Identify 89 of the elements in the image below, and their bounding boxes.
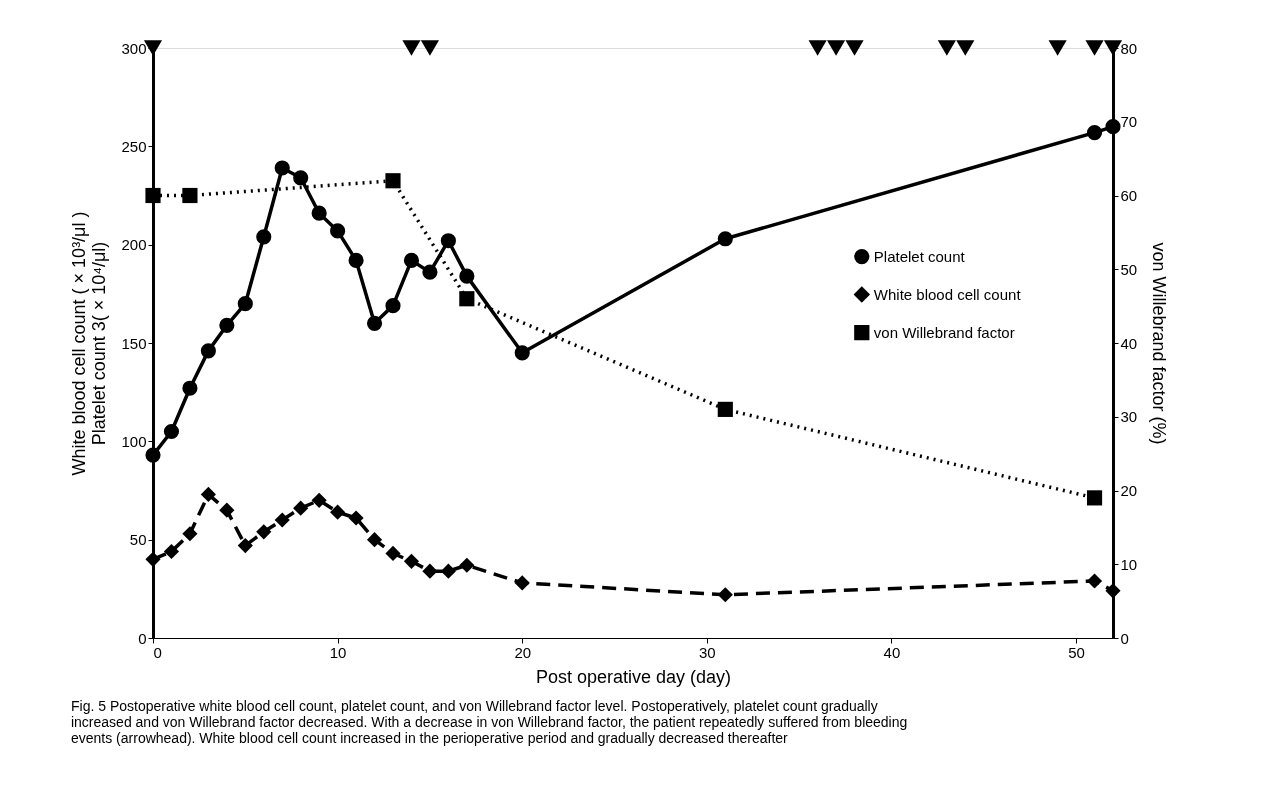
- point: [145, 551, 161, 567]
- y2-tick-label: 30: [1120, 408, 1138, 426]
- point: [200, 486, 216, 503]
- point: [163, 543, 180, 560]
- point: [237, 537, 253, 554]
- point: [311, 205, 327, 221]
- point: [420, 40, 440, 56]
- point: [348, 510, 364, 526]
- x-tick-label: 50: [1068, 643, 1085, 661]
- point: [422, 563, 438, 579]
- y2-tick-label: 80: [1120, 39, 1138, 57]
- point: [1048, 40, 1067, 56]
- point: [937, 40, 956, 56]
- point: [403, 252, 420, 268]
- y-tick-label: 300: [121, 39, 147, 57]
- point: [385, 173, 401, 189]
- point: [956, 40, 975, 56]
- point: [717, 231, 733, 247]
- point: [1105, 119, 1121, 135]
- y2-tick-label: 0: [1120, 629, 1129, 647]
- point: [145, 447, 161, 463]
- point: [826, 40, 846, 56]
- x-axis-title: Post operative day (day): [535, 666, 732, 687]
- point: [256, 524, 272, 540]
- point: [348, 252, 364, 268]
- y-tick-label: 250: [121, 137, 147, 155]
- x-tick-label: 30: [699, 643, 716, 661]
- y-tick-label: 50: [129, 531, 147, 549]
- y-tick-label: 100: [121, 432, 147, 450]
- y2-tick-label: 70: [1120, 113, 1138, 131]
- point: [311, 492, 327, 508]
- point: [256, 229, 272, 245]
- y2-tick-label: 60: [1120, 187, 1138, 204]
- x-tick-label: 20: [514, 643, 532, 661]
- point: [219, 317, 235, 333]
- point: [1103, 40, 1123, 56]
- y2-tick-label: 40: [1120, 334, 1138, 352]
- point: [200, 343, 216, 359]
- x-tick-label: 0: [153, 643, 162, 661]
- point: [440, 563, 456, 579]
- legend-label: White blood cell count: [873, 285, 1022, 303]
- y2-tick-label: 20: [1120, 482, 1138, 499]
- point: [182, 380, 198, 396]
- point: [145, 187, 161, 204]
- point: [385, 545, 401, 562]
- point: [182, 187, 198, 204]
- point: [1085, 40, 1104, 56]
- point: [459, 268, 475, 284]
- point: [1105, 583, 1121, 599]
- point: [717, 587, 733, 603]
- y-tick-label: 200: [121, 236, 147, 254]
- y-tick-label: 150: [121, 334, 147, 352]
- point: [163, 423, 180, 440]
- y2-tick-label: 10: [1120, 555, 1138, 573]
- point: [403, 553, 420, 569]
- point: [385, 298, 401, 314]
- point: [366, 315, 383, 331]
- caption: Fig. 5 Postoperative white blood cell count, platelet count, and von Willebrand factor level. Postoperatively, platelet count gradually increased and von Willebrand factor decreased. With a decrease in von Willebrand factor, the patient repeatedly suffered from bleeding events (arrowhead). White blood cell count increased in the perioperative period and gradually decreased thereafter: [70, 698, 908, 746]
- point: [274, 512, 290, 528]
- x-tick-label: 10: [329, 643, 347, 661]
- y-tick-label: 0: [138, 629, 147, 647]
- point: [808, 40, 827, 56]
- point: [402, 40, 421, 56]
- point: [274, 160, 290, 176]
- point: [1086, 125, 1103, 141]
- point: [1086, 490, 1103, 506]
- point: [293, 500, 309, 516]
- point: [219, 502, 235, 518]
- point: [330, 504, 346, 520]
- point: [514, 345, 530, 361]
- legend-label: Platelet count: [873, 247, 966, 265]
- point: [366, 532, 383, 548]
- point: [440, 233, 456, 249]
- y-axis-title: White blood cell count ( × 10³/μl ) Platelet count 3( × 10⁴/μl): [69, 211, 110, 476]
- point: [293, 170, 309, 186]
- x-tick-label: 40: [883, 643, 901, 661]
- y2-tick-label: 50: [1120, 260, 1138, 278]
- point: [845, 40, 864, 56]
- point: [422, 264, 438, 280]
- y2-axis-title: von Willebrand factor (%): [1149, 242, 1170, 445]
- legend-label: von Willebrand factor: [873, 323, 1015, 341]
- point: [237, 296, 253, 312]
- point: [330, 223, 346, 239]
- point: [459, 291, 475, 307]
- point: [459, 557, 475, 573]
- point: [717, 401, 733, 417]
- point: [514, 575, 530, 591]
- point: [182, 526, 198, 542]
- point: [1086, 573, 1103, 589]
